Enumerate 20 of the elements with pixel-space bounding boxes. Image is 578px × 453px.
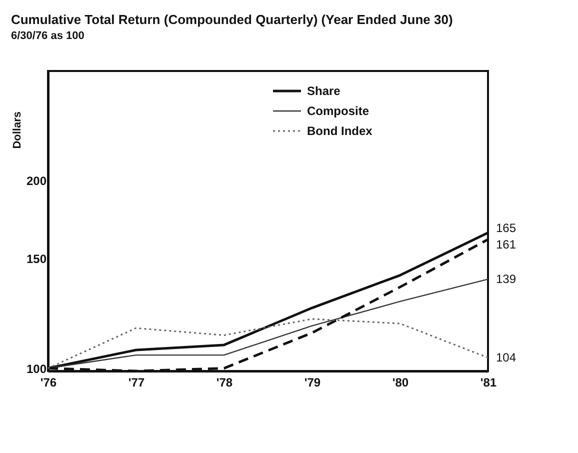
x-tick-label: '79 [304,376,321,390]
legend-label: Share [307,84,341,98]
x-tick-label: '81 [480,376,497,390]
data-label: 161 [496,237,516,252]
line-series [47,318,489,370]
data-label: 139 [496,272,516,286]
legend-label: Bond Index [307,124,373,138]
y-tick-label: 150 [26,252,47,266]
y-tick-label: 100 [26,362,47,376]
x-tick-label: '77 [128,376,145,390]
y-axis-title: Dollars [11,112,24,149]
x-tick-label: '76 [40,376,57,390]
chart-subtitle: 6/30/76 as 100 [10,30,84,42]
data-label: 104 [496,350,516,365]
legend-label: Composite [307,104,370,118]
x-tick-label: '80 [392,376,409,390]
x-tick-label: '78 [216,376,233,390]
y-tick-label: 200 [26,174,47,188]
chart-title: Cumulative Total Return (Compounded Quarterly) (Year Ended June 30) [10,12,453,27]
data-label: 165 [496,220,516,235]
